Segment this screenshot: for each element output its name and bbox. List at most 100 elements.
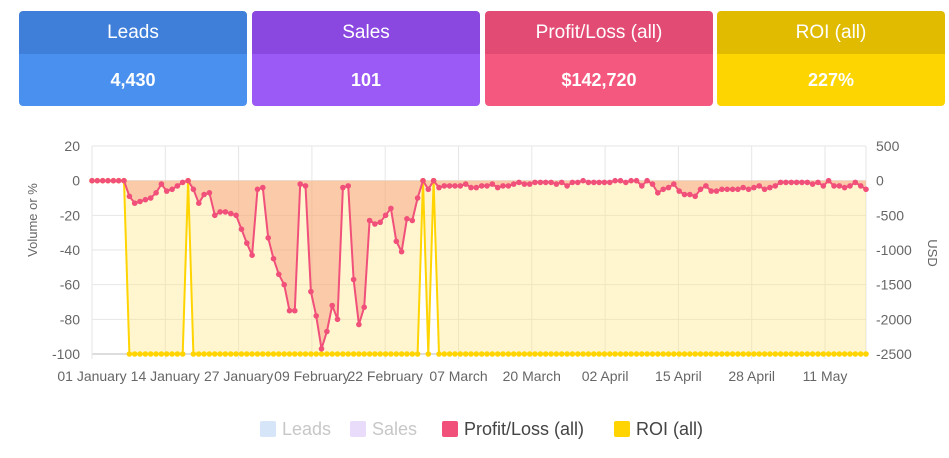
profit-loss-point: [500, 183, 506, 189]
roi-point: [254, 351, 261, 357]
roi-point: [649, 351, 656, 357]
profit-loss-point: [249, 252, 255, 258]
roi-point: [745, 351, 752, 357]
roi-point: [222, 351, 229, 357]
profit-loss-point: [809, 181, 816, 187]
y-axis-title: Volume or %: [25, 183, 40, 257]
profit-loss-point: [163, 188, 170, 194]
profit-loss-point: [532, 179, 538, 186]
roi-point: [591, 351, 597, 357]
profit-loss-point: [591, 179, 597, 186]
profit-loss-point: [89, 177, 95, 184]
y-axis-right: 500 0 -500 -1000 -1500 -2000 -2500: [876, 138, 912, 362]
roi-point: [478, 351, 485, 357]
y-tick-label: 20: [64, 138, 80, 154]
legend-label-leads: Leads: [282, 419, 332, 439]
profit-loss-point: [772, 183, 779, 189]
roi-card: ROI (all) 227%: [717, 11, 945, 106]
profit-loss-point: [863, 186, 869, 193]
profit-loss-point: [142, 196, 149, 203]
y-tick-label: -80: [60, 311, 80, 327]
profit-loss-point: [553, 181, 560, 187]
roi-point: [238, 351, 245, 357]
roi-point: [206, 351, 213, 357]
profit-loss-point: [222, 209, 229, 215]
roi-point: [852, 351, 859, 357]
roi-point: [233, 351, 239, 357]
roi-point: [569, 351, 576, 357]
profit-loss-point: [628, 177, 634, 184]
y2-tick-label: -2000: [876, 311, 912, 327]
profit-loss-point: [639, 183, 645, 189]
roi-point: [548, 351, 554, 357]
profit-loss-point: [607, 179, 613, 186]
legend-label-roi: ROI (all): [636, 419, 703, 439]
roi-point: [158, 351, 165, 357]
roi-point: [575, 351, 581, 357]
leads-card-title: Leads: [19, 11, 247, 54]
roi-point: [163, 351, 170, 357]
roi-point: [788, 351, 795, 357]
roi-point: [526, 351, 533, 357]
profit-loss-point: [831, 183, 837, 189]
roi-point: [596, 351, 602, 357]
profit-loss-point: [137, 198, 143, 205]
profit-loss-point: [121, 177, 127, 184]
profit-loss-point: [372, 221, 378, 227]
roi-point: [131, 351, 138, 357]
profit-loss-point: [398, 248, 405, 255]
x-tick-label: 15 April: [655, 368, 702, 384]
roi-point: [137, 351, 143, 357]
profit-loss-point: [185, 177, 191, 184]
roi-point: [521, 351, 528, 357]
profit-loss-point: [420, 177, 426, 184]
profit-loss-point: [489, 181, 496, 187]
profit-loss-point: [857, 183, 864, 189]
profit-loss-point: [510, 181, 517, 187]
roi-card-value: 227%: [717, 54, 945, 106]
profit-loss-point: [446, 183, 453, 189]
roi-point: [831, 351, 837, 357]
profit-loss-point: [302, 183, 309, 189]
profit-loss-point: [623, 179, 629, 186]
sales-card-value: 101: [252, 54, 480, 106]
roi-point: [377, 351, 384, 357]
profit-loss-point: [484, 183, 490, 189]
profit-loss-area: [92, 180, 866, 349]
roi-point: [857, 351, 864, 357]
roi-point: [441, 351, 448, 357]
profit-loss-point: [174, 183, 181, 189]
chart-areas: [92, 180, 866, 354]
roi-point: [863, 351, 869, 357]
profit-loss-point: [260, 184, 266, 191]
roi-point: [452, 351, 458, 357]
roi-point: [244, 351, 250, 357]
profit-loss-point: [633, 177, 640, 184]
profit-loss-point: [361, 304, 368, 310]
profit-loss-point: [115, 177, 122, 184]
roi-point: [623, 351, 629, 357]
profit-loss-point: [847, 183, 853, 189]
profit-loss-point: [425, 186, 432, 193]
roi-point: [628, 351, 634, 357]
profit-loss-point: [836, 183, 843, 189]
roi-point: [724, 351, 730, 357]
roi-point: [340, 351, 346, 357]
leads-card: Leads 4,430: [19, 11, 247, 106]
profit-loss-point: [409, 217, 416, 224]
profit-loss-point: [179, 179, 186, 186]
profit-loss-point: [478, 183, 485, 189]
profit-loss-point: [708, 188, 714, 194]
roi-point: [484, 351, 490, 357]
profit-loss-point: [585, 179, 592, 186]
profit-loss-point: [644, 177, 650, 184]
profit-loss-point: [340, 184, 346, 191]
roi-point: [751, 351, 757, 357]
profit-loss-point: [494, 184, 501, 191]
profit-loss-point: [377, 219, 384, 226]
roi-point: [361, 351, 368, 357]
profit-loss-point: [692, 193, 698, 200]
profit-loss-point: [190, 186, 197, 193]
profit-loss-point: [612, 177, 618, 184]
roi-point: [393, 351, 400, 357]
